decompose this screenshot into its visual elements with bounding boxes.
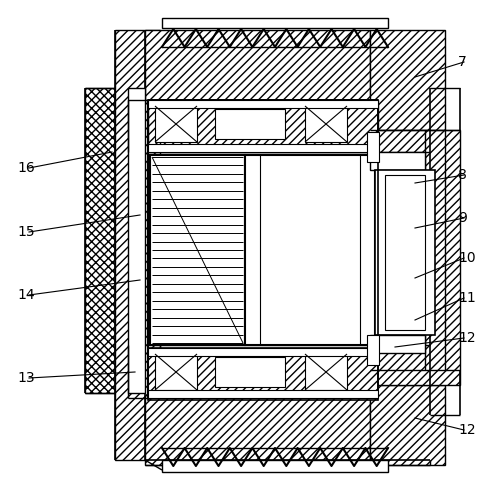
Bar [148, 348, 378, 400]
Bar [370, 385, 445, 465]
Bar [375, 170, 435, 335]
Bar [370, 152, 425, 170]
Bar [305, 106, 347, 142]
Bar [305, 354, 347, 390]
Bar [245, 155, 375, 345]
Bar [148, 100, 378, 152]
Text: 11: 11 [458, 291, 476, 305]
Text: 7: 7 [458, 55, 467, 69]
Bar [215, 357, 285, 387]
Text: 12: 12 [458, 423, 476, 437]
Text: 10: 10 [458, 251, 476, 265]
Text: 8: 8 [458, 168, 467, 182]
Bar [145, 30, 370, 100]
Bar [370, 130, 460, 385]
Text: 16: 16 [17, 161, 35, 175]
Bar [367, 335, 379, 365]
Bar [115, 30, 160, 460]
Bar [162, 18, 388, 28]
Bar [370, 335, 425, 353]
Bar [148, 100, 378, 152]
Bar [148, 390, 378, 398]
Bar [148, 348, 378, 356]
Text: 9: 9 [458, 211, 467, 225]
Text: 15: 15 [17, 225, 35, 239]
Bar [162, 460, 388, 472]
Bar [148, 144, 378, 152]
Bar [85, 88, 115, 393]
Bar [155, 106, 197, 142]
Bar [215, 109, 285, 139]
Bar [150, 155, 245, 345]
Text: 12: 12 [458, 331, 476, 345]
Bar [370, 30, 445, 130]
Bar [155, 354, 197, 390]
Bar [367, 132, 379, 162]
Text: 14: 14 [17, 288, 35, 302]
Bar [385, 175, 425, 330]
Text: 13: 13 [17, 371, 35, 385]
Bar [148, 100, 378, 108]
Bar [145, 395, 370, 465]
Bar [128, 88, 145, 393]
